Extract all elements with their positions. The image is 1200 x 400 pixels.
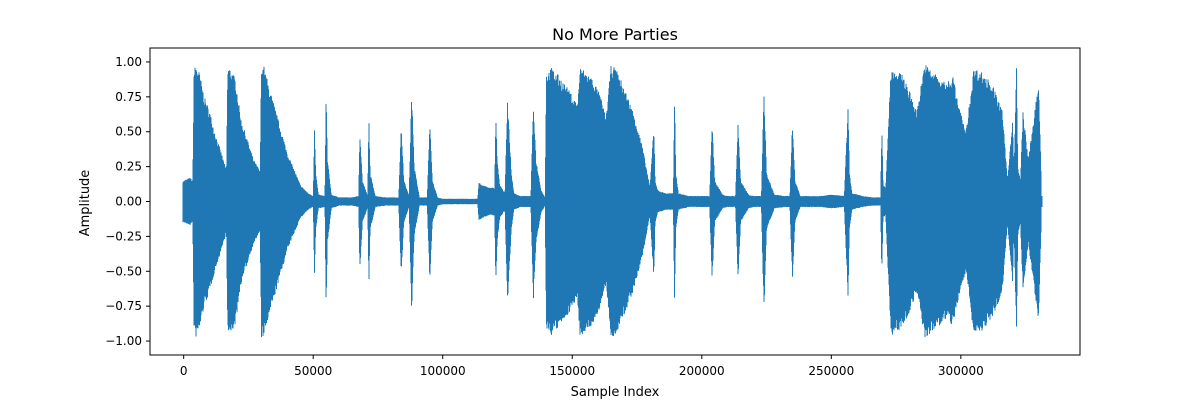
x-tick-label: 50000	[294, 364, 332, 378]
y-tick-label: −0.75	[105, 299, 142, 313]
x-tick-label: 150000	[549, 364, 595, 378]
y-tick-label: −0.25	[105, 229, 142, 243]
y-tick-label: 0.25	[115, 160, 142, 174]
x-tick-label: 0	[180, 364, 188, 378]
y-tick-label: −1.00	[105, 334, 142, 348]
y-tick-label: 0.75	[115, 90, 142, 104]
y-tick-label: −0.50	[105, 264, 142, 278]
x-axis-ticks: 0 50000 100000 150000 200000 250000 300000	[180, 355, 984, 378]
y-axis-ticks: 1.00 0.75 0.50 0.25 0.00 −0.25 −0.50 −0.75 −1.00	[105, 55, 150, 348]
x-tick-label: 200000	[679, 364, 725, 378]
x-tick-label: 250000	[808, 364, 854, 378]
plot-series	[182, 65, 1043, 338]
y-tick-label: 0.00	[115, 195, 142, 209]
waveform-line	[182, 65, 1043, 338]
y-tick-label: 0.50	[115, 125, 142, 139]
x-tick-label: 100000	[420, 364, 466, 378]
chart-title: No More Parties	[552, 25, 678, 44]
y-tick-label: 1.00	[115, 55, 142, 69]
x-tick-label: 300000	[938, 364, 984, 378]
y-axis-title: Amplitude	[78, 170, 93, 237]
x-axis-title: Sample Index	[571, 385, 660, 400]
plot-area-frame	[149, 47, 1081, 356]
